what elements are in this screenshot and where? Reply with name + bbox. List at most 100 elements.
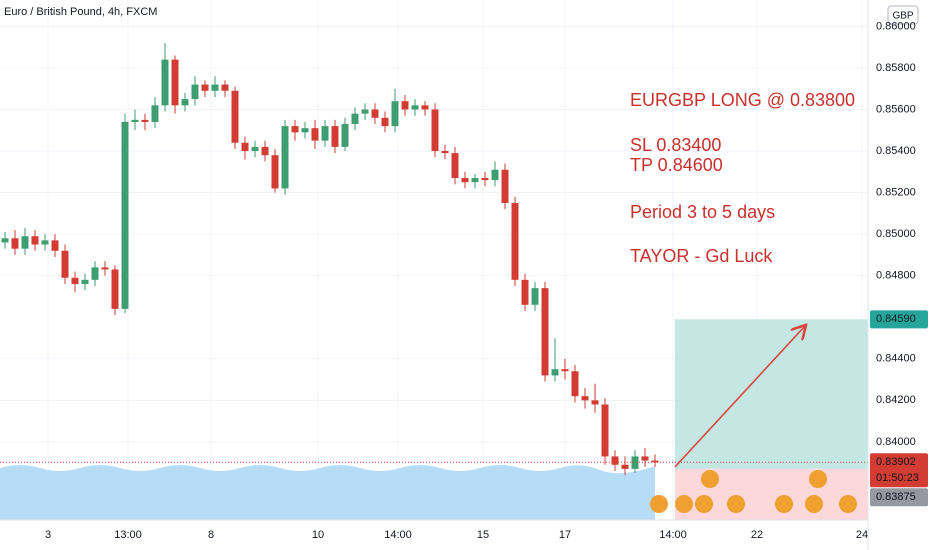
candle-body bbox=[101, 267, 109, 270]
candle-body bbox=[581, 396, 589, 401]
candle-body bbox=[191, 84, 199, 100]
x-tick-label: 10 bbox=[312, 529, 324, 541]
bid-price-box bbox=[870, 488, 928, 507]
candle-body bbox=[51, 240, 59, 251]
candle-body bbox=[461, 178, 469, 183]
candle-body bbox=[631, 456, 639, 469]
candle-body bbox=[251, 146, 259, 152]
candle-body bbox=[351, 113, 359, 125]
candle-body bbox=[591, 400, 599, 405]
countdown-label: 01:50:23 bbox=[876, 472, 919, 484]
candle-body bbox=[151, 105, 159, 122]
event-icon[interactable] bbox=[701, 470, 719, 488]
candle-body bbox=[31, 236, 39, 245]
candle-body bbox=[561, 369, 569, 372]
candle-body bbox=[181, 99, 189, 106]
candle-body bbox=[611, 456, 619, 465]
x-tick-label: 22 bbox=[751, 529, 763, 541]
y-tick-label: 0.86000 bbox=[876, 20, 916, 32]
candle-body bbox=[541, 288, 549, 376]
candle-body bbox=[431, 109, 439, 152]
x-tick-label: 17 bbox=[559, 529, 571, 541]
candle-body bbox=[421, 105, 429, 110]
event-icon[interactable] bbox=[650, 495, 668, 513]
candle-body bbox=[271, 155, 279, 189]
event-icon[interactable] bbox=[839, 495, 857, 513]
candle-body bbox=[391, 101, 399, 127]
candle-body bbox=[501, 169, 509, 203]
candle-body bbox=[341, 124, 349, 147]
candle-body bbox=[221, 84, 229, 91]
candle-body bbox=[331, 126, 339, 147]
candle-body bbox=[21, 236, 29, 249]
candle-body bbox=[161, 59, 169, 106]
candle-body bbox=[451, 153, 459, 179]
y-tick-label: 0.84000 bbox=[876, 436, 916, 448]
candle-body bbox=[131, 119, 139, 122]
candle-body bbox=[111, 269, 119, 309]
event-icon[interactable] bbox=[809, 470, 827, 488]
candle-body bbox=[601, 404, 609, 457]
candle-body bbox=[571, 371, 579, 397]
candle-body bbox=[361, 109, 369, 114]
candle-body bbox=[321, 126, 329, 141]
candle-body bbox=[211, 84, 219, 91]
candle-body bbox=[11, 238, 19, 249]
y-tick-label: 0.85000 bbox=[876, 228, 916, 240]
currency-badge[interactable] bbox=[887, 5, 919, 25]
x-tick-label: 24 bbox=[856, 529, 868, 541]
candle-body bbox=[411, 105, 419, 110]
candle-body bbox=[71, 277, 79, 284]
candle-body bbox=[521, 279, 529, 305]
candle-body bbox=[481, 178, 489, 181]
x-tick-label: 14:00 bbox=[384, 529, 412, 541]
trend-arrow bbox=[674, 326, 805, 468]
bid-price-label: 0.83875 bbox=[876, 491, 916, 503]
candle-body bbox=[61, 250, 69, 278]
currency-label: GBP bbox=[892, 11, 913, 22]
plot-area bbox=[0, 0, 868, 520]
x-tick-label: 14:00 bbox=[659, 529, 687, 541]
last-price-label: 0.83902 bbox=[876, 456, 916, 468]
candle-body bbox=[471, 178, 479, 183]
x-tick-label: 8 bbox=[208, 529, 214, 541]
y-tick-label: 0.85200 bbox=[876, 186, 916, 198]
y-tick-label: 0.85400 bbox=[876, 145, 916, 157]
x-tick-label: 13:00 bbox=[114, 529, 142, 541]
candle-body bbox=[651, 460, 659, 463]
profit-zone bbox=[675, 319, 868, 469]
candle-body bbox=[491, 169, 499, 181]
candle-body bbox=[121, 121, 129, 309]
event-icon[interactable] bbox=[675, 495, 693, 513]
event-icon[interactable] bbox=[775, 495, 793, 513]
event-icon[interactable] bbox=[805, 495, 823, 513]
y-tick-label: 0.85800 bbox=[876, 62, 916, 74]
candle-body bbox=[201, 84, 209, 91]
candle-body bbox=[641, 456, 649, 461]
x-tick-label: 3 bbox=[45, 529, 51, 541]
indicator-area bbox=[0, 465, 655, 520]
target-price-box bbox=[870, 310, 928, 329]
candle-body bbox=[171, 59, 179, 106]
candle-body bbox=[241, 142, 249, 152]
candle-body bbox=[261, 146, 269, 156]
y-tick-label: 0.84200 bbox=[876, 394, 916, 406]
candle-body bbox=[231, 90, 239, 143]
candle-body bbox=[41, 240, 49, 245]
candle-body bbox=[311, 128, 319, 141]
y-tick-label: 0.84400 bbox=[876, 353, 916, 365]
events bbox=[650, 470, 857, 513]
candle-body bbox=[381, 117, 389, 127]
candle-body bbox=[441, 151, 449, 154]
y-tick-label: 0.84800 bbox=[876, 270, 916, 282]
annotation-text: TAYOR - Gd Luck bbox=[630, 246, 773, 266]
candle-body bbox=[1, 238, 9, 243]
target-price-label: 0.84590 bbox=[876, 313, 916, 325]
event-icon[interactable] bbox=[695, 495, 713, 513]
annotation-text: SL 0.83400 bbox=[630, 135, 721, 155]
annotation-text: TP 0.84600 bbox=[630, 155, 723, 175]
x-tick-label: 15 bbox=[477, 529, 489, 541]
event-icon[interactable] bbox=[727, 495, 745, 513]
